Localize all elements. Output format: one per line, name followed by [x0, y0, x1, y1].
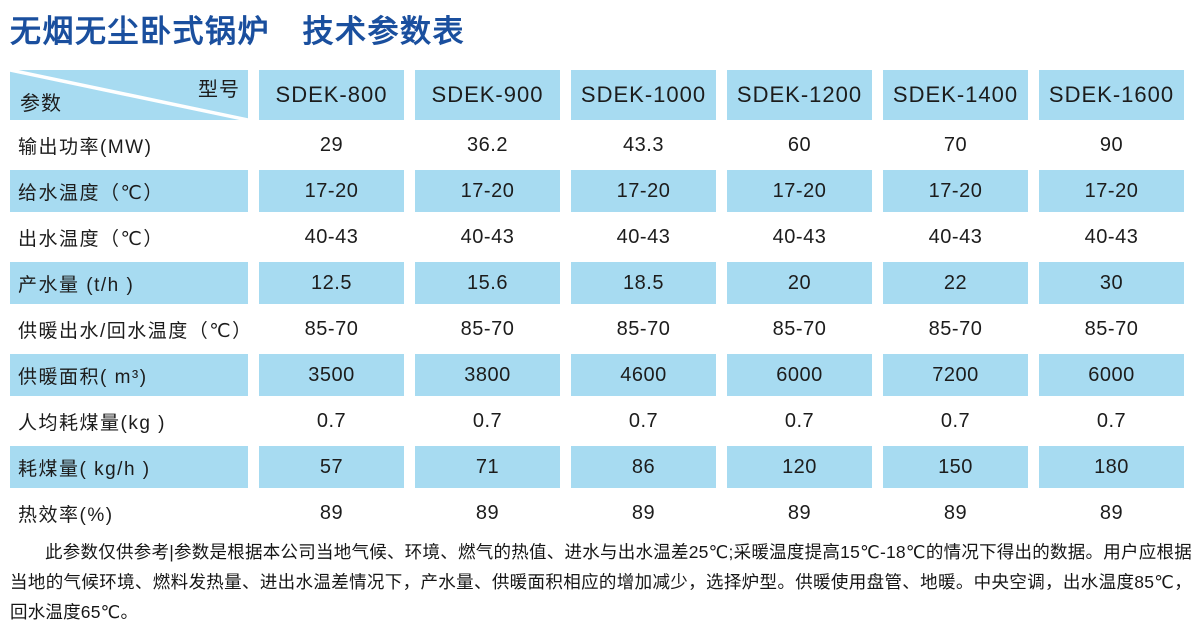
- value-cell: 89: [631, 501, 656, 524]
- value-cell: 6000: [727, 354, 872, 396]
- value-cell: 0.7: [784, 409, 815, 432]
- page-title: 无烟无尘卧式锅炉 技术参数表: [10, 14, 465, 49]
- value-cell: 0.7: [940, 409, 971, 432]
- value-cell: 17-20: [259, 170, 404, 212]
- row-label-cell: 输出功率(MW): [18, 136, 153, 158]
- row-label-cell: 供暖出水/回水温度（℃）: [18, 320, 253, 342]
- value-cell: 3500: [259, 354, 404, 396]
- value-cell: 89: [319, 501, 344, 524]
- value-cell: 150: [883, 446, 1028, 488]
- model-header-cell: SDEK-1400: [883, 70, 1028, 120]
- value-cell: 85-70: [616, 317, 671, 340]
- model-header-cell: SDEK-800: [259, 70, 404, 120]
- value-cell: 0.7: [316, 409, 347, 432]
- value-cell: 30: [1039, 262, 1184, 304]
- row-label-cell: 出水温度（℃）: [18, 228, 164, 250]
- value-cell: 6000: [1039, 354, 1184, 396]
- value-cell: 57: [259, 446, 404, 488]
- value-cell: 40-43: [616, 225, 671, 248]
- value-cell: 22: [883, 262, 1028, 304]
- value-cell: 36.2: [467, 133, 508, 156]
- model-header-cell: SDEK-1000: [571, 70, 716, 120]
- value-cell: 180: [1039, 446, 1184, 488]
- value-cell: 7200: [883, 354, 1028, 396]
- value-cell: 29: [319, 133, 344, 156]
- value-cell: 71: [415, 446, 560, 488]
- value-cell: 85-70: [772, 317, 827, 340]
- value-cell: 40-43: [1084, 225, 1139, 248]
- value-cell: 20: [727, 262, 872, 304]
- corner-label-parameter: 参数: [20, 93, 62, 115]
- row-label-cell: 产水量 (t/h ): [10, 262, 248, 304]
- diagonal-divider: [10, 70, 248, 120]
- value-cell: 89: [475, 501, 500, 524]
- value-cell: 40-43: [928, 225, 983, 248]
- value-cell: 40-43: [304, 225, 359, 248]
- value-cell: 17-20: [415, 170, 560, 212]
- value-cell: 17-20: [571, 170, 716, 212]
- table-corner-cell: 型号 参数: [10, 70, 248, 120]
- row-label-cell: 耗煤量( kg/h ): [10, 446, 248, 488]
- row-label-cell: 给水温度（℃）: [10, 170, 248, 212]
- value-cell: 43.3: [623, 133, 664, 156]
- row-label-cell: 供暖面积( m³): [10, 354, 248, 396]
- model-header-cell: SDEK-1200: [727, 70, 872, 120]
- value-cell: 40-43: [772, 225, 827, 248]
- value-cell: 85-70: [304, 317, 359, 340]
- value-cell: 0.7: [628, 409, 659, 432]
- value-cell: 70: [943, 133, 968, 156]
- corner-label-model: 型号: [198, 79, 240, 101]
- value-cell: 89: [1099, 501, 1124, 524]
- value-cell: 60: [787, 133, 812, 156]
- value-cell: 85-70: [1084, 317, 1139, 340]
- value-cell: 0.7: [1096, 409, 1127, 432]
- row-label-cell: 热效率(%): [18, 504, 114, 526]
- value-cell: 17-20: [883, 170, 1028, 212]
- model-header-cell: SDEK-1600: [1039, 70, 1184, 120]
- model-header-cell: SDEK-900: [415, 70, 560, 120]
- value-cell: 3800: [415, 354, 560, 396]
- value-cell: 85-70: [928, 317, 983, 340]
- value-cell: 89: [943, 501, 968, 524]
- footnote: 此参数仅供参考|参数是根据本公司当地气候、环境、燃气的热值、进水与出水温差25℃…: [10, 542, 1192, 622]
- value-cell: 89: [787, 501, 812, 524]
- value-cell: 0.7: [472, 409, 503, 432]
- value-cell: 85-70: [460, 317, 515, 340]
- value-cell: 90: [1099, 133, 1124, 156]
- value-cell: 86: [571, 446, 716, 488]
- spec-table: 型号 参数 SDEK-800 SDEK-900 SDEK-1000 SDEK-1200…: [10, 70, 1184, 534]
- row-label-cell: 人均耗煤量(kg ): [18, 412, 167, 434]
- value-cell: 15.6: [415, 262, 560, 304]
- value-cell: 17-20: [727, 170, 872, 212]
- value-cell: 4600: [571, 354, 716, 396]
- value-cell: 17-20: [1039, 170, 1184, 212]
- value-cell: 120: [727, 446, 872, 488]
- value-cell: 12.5: [259, 262, 404, 304]
- value-cell: 40-43: [460, 225, 515, 248]
- value-cell: 18.5: [571, 262, 716, 304]
